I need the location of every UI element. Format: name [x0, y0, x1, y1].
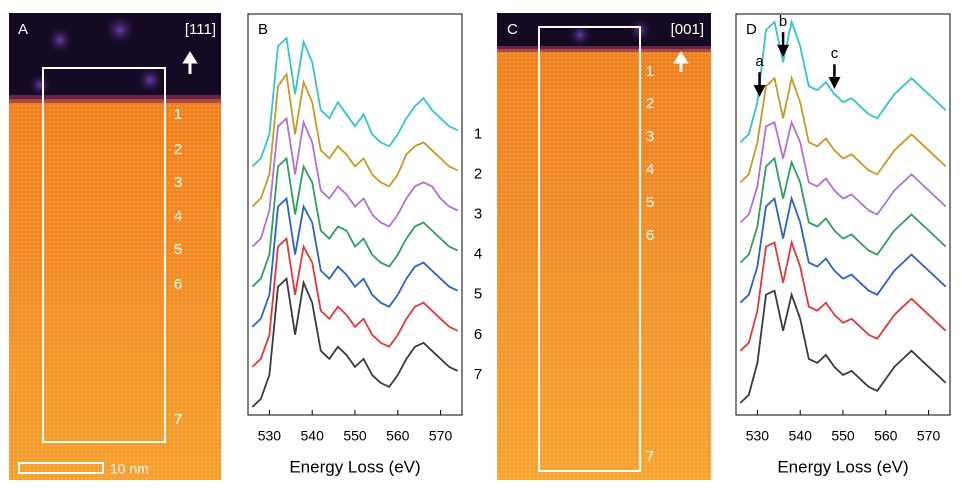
blob	[568, 23, 592, 47]
spectrum	[739, 289, 947, 404]
x-tick-label: 570	[917, 428, 941, 444]
plot-frame	[247, 13, 463, 416]
annotation-label: a	[755, 53, 764, 70]
series-label: 5	[474, 286, 482, 303]
region-box	[538, 26, 641, 472]
region-label: 7	[174, 411, 182, 428]
spectrum	[251, 116, 459, 248]
interface	[9, 95, 221, 103]
region-label: 2	[174, 141, 182, 158]
region-label: 2	[646, 95, 654, 112]
spectrum	[251, 236, 459, 368]
annotation-arrow	[753, 72, 766, 98]
direction-label: [111]	[185, 21, 216, 38]
region-label: 5	[174, 241, 182, 258]
series-label: 6	[474, 326, 482, 343]
x-axis-label: Energy Loss (eV)	[777, 457, 908, 476]
x-tick-label: 540	[789, 428, 813, 444]
region-box	[42, 67, 166, 443]
annotation-label: b	[779, 13, 787, 30]
plot-frame	[735, 13, 951, 416]
region-label: 5	[646, 194, 654, 211]
region-label: 3	[174, 174, 182, 191]
region-label: 1	[646, 63, 654, 80]
series-label: 4	[474, 246, 482, 263]
x-tick-label: 560	[874, 428, 898, 444]
panel-letter: B	[258, 21, 268, 38]
spectrum	[251, 36, 459, 168]
blob	[136, 66, 164, 94]
blob	[28, 73, 52, 97]
direction-arrow	[182, 51, 198, 74]
x-tick-label: 560	[386, 428, 410, 444]
scale-label: 10 nm	[110, 461, 149, 477]
charts: 1 2 3 4 5 6 7 1 2 3 4 5 6 7 B 530 540 550 560 570 Energy Los…	[174, 13, 951, 476]
region-label: 1	[174, 106, 182, 123]
region-label: 7	[646, 448, 654, 465]
panel-letter: C	[507, 21, 518, 38]
region-label: 6	[174, 276, 182, 293]
spectrum	[739, 156, 947, 264]
region-label: 4	[174, 208, 182, 225]
spectrum	[251, 276, 459, 408]
spectrum	[251, 156, 459, 288]
spectrum	[739, 239, 947, 352]
x-tick-label: 550	[343, 428, 367, 444]
spectrum	[739, 119, 947, 224]
image-a	[9, 13, 221, 480]
blob	[104, 14, 136, 46]
spectrum	[739, 74, 947, 184]
x-tick-label: 550	[831, 428, 855, 444]
annotation-label: c	[831, 45, 839, 62]
x-tick-label: 540	[301, 428, 325, 444]
annotation-arrow	[828, 64, 841, 89]
blob	[46, 26, 74, 54]
series-label: 7	[474, 366, 482, 383]
x-tick-label: 530	[258, 428, 282, 444]
series-label: 2	[474, 165, 482, 182]
series-label: 1	[474, 125, 482, 142]
direction-arrow	[673, 51, 689, 72]
image-c	[497, 13, 711, 480]
direction-label: [001]	[671, 21, 704, 38]
spectrum	[739, 18, 947, 143]
x-tick-label: 530	[746, 428, 770, 444]
lattice	[497, 13, 711, 480]
spectrum	[251, 196, 459, 328]
annotation-arrow	[777, 32, 790, 57]
region-label: 3	[646, 128, 654, 145]
interface	[497, 46, 711, 52]
x-axis-label: Energy Loss (eV)	[289, 457, 420, 476]
spectrum	[251, 71, 459, 208]
panel-letter: D	[746, 21, 757, 38]
panel-letter: A	[18, 21, 28, 38]
x-tick-label: 570	[429, 428, 453, 444]
region-label: 6	[646, 227, 654, 244]
region-label: 4	[646, 161, 654, 178]
series-label: 3	[474, 205, 482, 222]
spectrum	[739, 195, 947, 304]
scale-bar	[18, 462, 104, 474]
vacuum	[497, 13, 711, 49]
